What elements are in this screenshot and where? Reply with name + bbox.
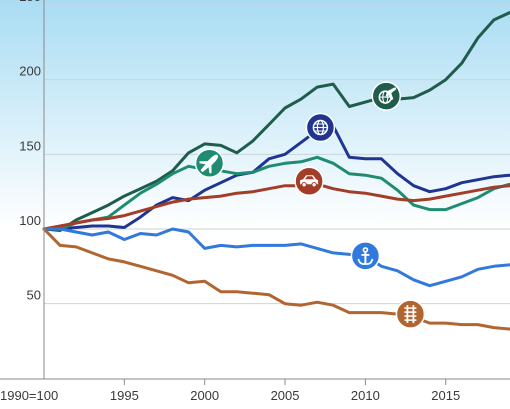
x-tick-label-1995: 1995 (110, 388, 139, 403)
icon-markers (194, 81, 426, 329)
plot-background (0, 0, 510, 228)
y-tick-label-50: 50 (27, 288, 41, 303)
series-line-anchor (42, 227, 510, 288)
rail-icon (395, 299, 426, 329)
anchor-icon (350, 241, 381, 271)
axes (0, 0, 510, 385)
series-lines (42, 11, 510, 331)
globe-icon (305, 112, 336, 143)
x-tick-label-1990: 1990=100 (0, 388, 58, 403)
airplane-icon (194, 148, 225, 179)
x-tick-label-2010: 2010 (351, 388, 380, 403)
y-tick-label-150: 150 (19, 138, 41, 153)
x-tick-label-2000: 2000 (190, 388, 219, 403)
series-line-globe (42, 124, 510, 231)
x-tick-label-2005: 2005 (271, 388, 300, 403)
grid-lines (44, 4, 510, 305)
x-tick-label-2015: 2015 (431, 388, 460, 403)
y-tick-label-250: 250 (19, 0, 41, 4)
y-tick-label-200: 200 (19, 64, 41, 79)
globe-plane-icon (371, 81, 402, 111)
tick-labels: 50 100 150 200 250 1990=100 1995 2000 2005 2010 20… (0, 0, 460, 403)
series-line-airplane (42, 155, 510, 231)
series-line-globe-plane (42, 11, 510, 232)
y-tick-label-100: 100 (19, 213, 41, 228)
series-line-car (42, 182, 510, 231)
series-line-rail (42, 227, 510, 331)
car-icon (294, 166, 324, 196)
